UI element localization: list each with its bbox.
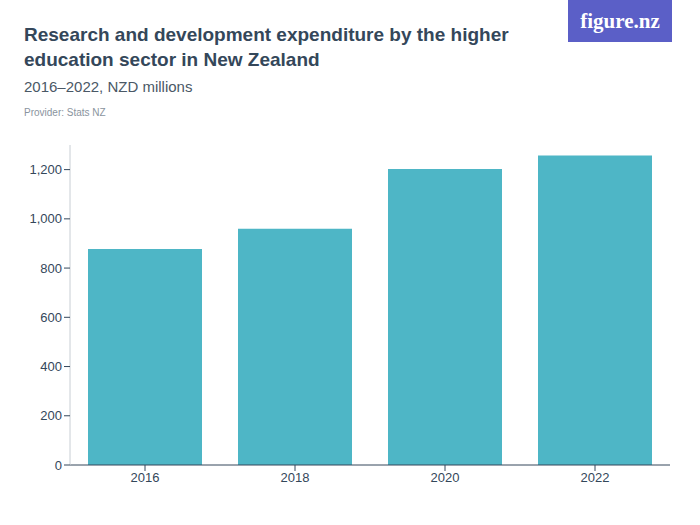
- svg-text:1,200: 1,200: [29, 162, 62, 177]
- svg-text:800: 800: [40, 261, 62, 276]
- html-text:2016–2022, NZD millions: 2016–2022, NZD millions: [24, 78, 193, 95]
- svg-text:2018: 2018: [281, 470, 310, 485]
- svg-text:0: 0: [55, 458, 62, 473]
- html-text:Provider: Stats NZ: Provider: Stats NZ: [24, 107, 106, 118]
- html-text:figure.nz: figure.nz: [580, 8, 660, 33]
- svg-text:600: 600: [40, 310, 62, 325]
- svg-text:2020: 2020: [431, 470, 460, 485]
- html-text:Research and development expen: Research and development expenditure by …: [24, 24, 509, 70]
- svg-text:2022: 2022: [581, 470, 610, 485]
- svg-text:1,000: 1,000: [29, 211, 62, 226]
- svg-text:200: 200: [40, 408, 62, 423]
- svg-text:2016: 2016: [131, 470, 160, 485]
- svg-text:400: 400: [40, 359, 62, 374]
